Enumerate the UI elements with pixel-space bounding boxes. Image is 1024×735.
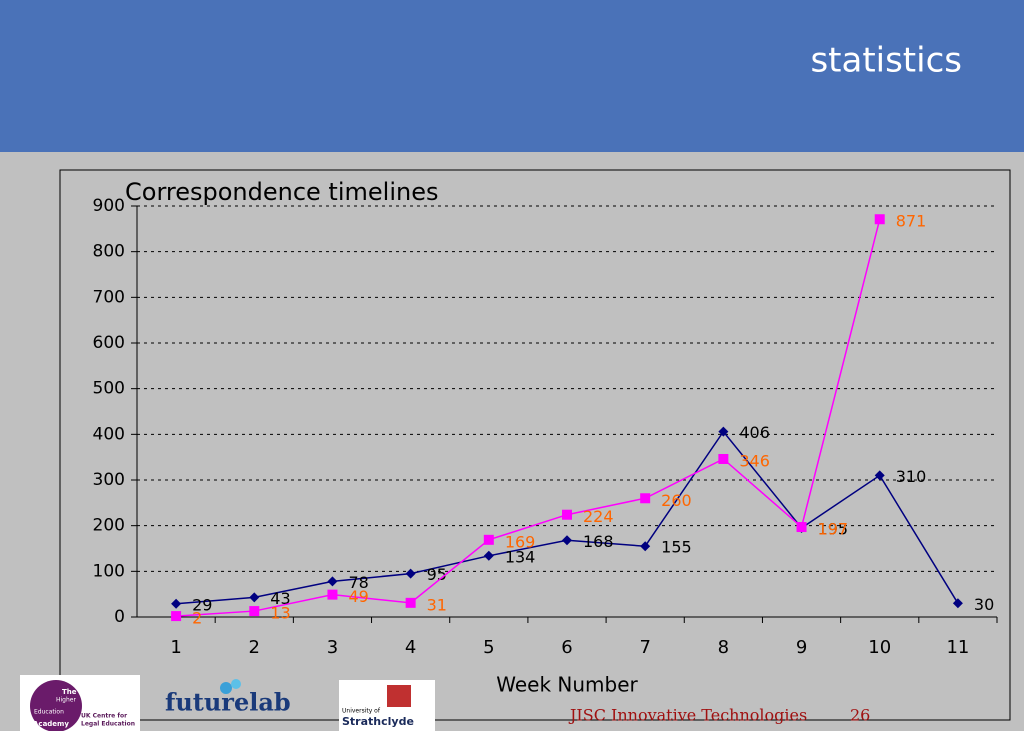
point <box>640 541 651 552</box>
point <box>874 214 885 225</box>
data-label: 310 <box>896 467 927 486</box>
point <box>171 598 182 609</box>
chart-frame <box>59 169 1011 721</box>
point <box>562 509 572 520</box>
logo-text: UK Centre for <box>81 713 127 720</box>
data-label: 260 <box>661 491 692 510</box>
data-label: 43 <box>270 589 290 608</box>
data-label: 224 <box>583 507 614 526</box>
series-line <box>176 219 881 617</box>
point <box>640 493 651 504</box>
header-band <box>0 0 1024 152</box>
logo-text: Strathclyde <box>342 715 414 728</box>
point <box>796 522 807 533</box>
point <box>718 426 729 437</box>
data-label: 31 <box>427 595 447 614</box>
y-tick-label: 600 <box>93 333 125 353</box>
hea-logo: The Higher Education Academy UK Centre f… <box>20 675 140 732</box>
data-label: 78 <box>348 573 368 592</box>
logo-text: Education <box>34 709 64 716</box>
logo-crest <box>387 685 411 707</box>
point <box>171 611 182 622</box>
logo-text: The <box>62 688 77 696</box>
logo-text: University of <box>342 708 381 715</box>
y-tick-label: 0 <box>114 607 125 627</box>
y-tick-label: 800 <box>93 242 125 262</box>
point <box>952 598 963 609</box>
data-label: 2 <box>192 609 202 628</box>
data-label: 406 <box>739 423 770 442</box>
data-label: 134 <box>505 547 536 566</box>
data-label: 871 <box>896 212 927 231</box>
point <box>327 576 338 587</box>
data-label: 169 <box>505 532 536 551</box>
data-label: 30 <box>974 595 994 614</box>
logo-dot <box>220 682 232 694</box>
data-label: 13 <box>270 604 290 623</box>
x-tick-label: 11 <box>946 637 969 658</box>
data-label: 346 <box>739 451 770 470</box>
data-label: 197 <box>818 520 849 539</box>
x-tick-label: 2 <box>249 637 260 658</box>
data-label: 195 <box>818 519 849 538</box>
chart-title: Correspondence timelines <box>125 178 438 206</box>
y-tick-label: 300 <box>93 470 125 490</box>
page-number: 26 <box>850 706 870 725</box>
point <box>718 453 729 464</box>
x-tick-label: 10 <box>868 637 891 658</box>
background <box>0 152 1024 731</box>
point <box>405 568 416 579</box>
strathclyde-logo: University of Strathclyde <box>339 680 435 731</box>
y-tick-label: 100 <box>93 561 125 581</box>
y-tick-label: 400 <box>93 424 125 444</box>
y-tick-label: 200 <box>93 516 125 536</box>
point <box>249 592 260 603</box>
data-label: 168 <box>583 532 614 551</box>
x-tick-label: 3 <box>327 637 338 658</box>
point <box>483 534 494 545</box>
logo-text: Higher <box>56 697 76 704</box>
data-label: 49 <box>348 587 368 606</box>
data-label: 95 <box>427 565 447 584</box>
logo-text: futurelab <box>165 688 291 717</box>
data-label: 155 <box>661 538 692 557</box>
y-tick-label: 700 <box>93 287 125 307</box>
point <box>327 589 338 600</box>
point <box>249 606 260 617</box>
x-tick-label: 5 <box>483 637 494 658</box>
point <box>405 597 416 608</box>
point <box>562 535 572 546</box>
x-tick-label: 9 <box>796 637 807 658</box>
y-tick-label: 900 <box>93 196 125 216</box>
x-tick-label: 1 <box>170 637 181 658</box>
x-tick-label: 4 <box>405 637 416 658</box>
logo-text: Academy <box>33 720 69 728</box>
futurelab-logo: futurelab <box>165 679 291 717</box>
x-tick-label: 8 <box>718 637 729 658</box>
x-axis-label: Week Number <box>496 673 638 697</box>
logo-circle <box>30 680 82 732</box>
slide-title: statistics <box>810 41 962 81</box>
footer-text: JISC Innovative Technologies <box>568 706 807 725</box>
point <box>874 470 885 481</box>
x-tick-label: 6 <box>561 637 572 658</box>
data-label: 29 <box>192 595 212 614</box>
x-tick-label: 7 <box>639 637 650 658</box>
logo-dot <box>231 679 241 689</box>
logo-text: Legal Education <box>81 721 135 728</box>
y-tick-label: 500 <box>93 379 125 399</box>
point <box>483 550 494 561</box>
